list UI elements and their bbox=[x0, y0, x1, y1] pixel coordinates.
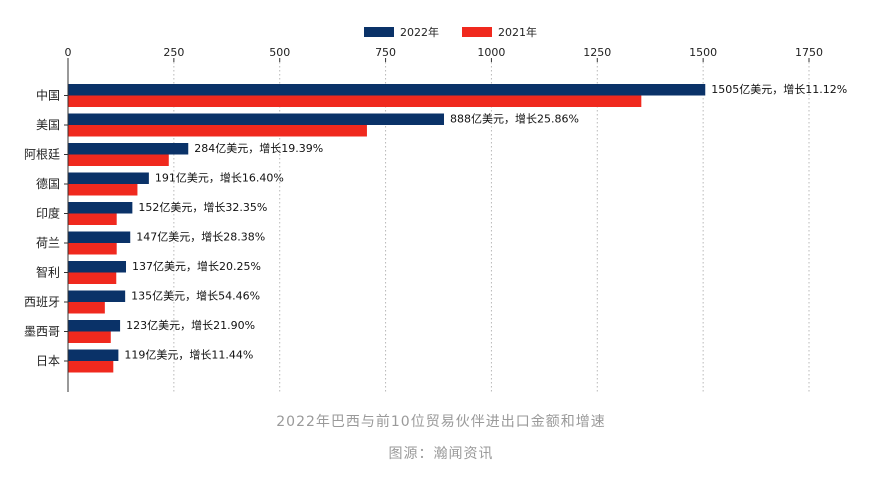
bar-2021 bbox=[68, 243, 117, 255]
bar-2021 bbox=[68, 213, 117, 225]
legend[interactable]: 2022年 2021年 bbox=[364, 25, 537, 39]
chart-caption-source: 图源：瀚闻资讯 bbox=[388, 446, 494, 462]
bar-2022 bbox=[68, 290, 126, 302]
bar-2021 bbox=[68, 184, 138, 196]
x-tick-label: 1750 bbox=[795, 46, 823, 59]
x-tick-label: 1250 bbox=[583, 46, 611, 59]
bar-2022 bbox=[68, 231, 131, 243]
legend-swatch[interactable] bbox=[462, 27, 492, 37]
data-label: 152亿美元，增长32.35% bbox=[138, 200, 267, 214]
legend-swatch[interactable] bbox=[364, 27, 394, 37]
category-label: 阿根廷 bbox=[24, 148, 60, 162]
category-label: 荷兰 bbox=[36, 236, 60, 250]
x-tick-label: 0 bbox=[65, 46, 72, 59]
grid-lines bbox=[173, 62, 810, 392]
bar-2021 bbox=[68, 154, 169, 166]
data-label: 1505亿美元，增长11.12% bbox=[711, 82, 847, 96]
bars bbox=[68, 84, 706, 373]
x-tick-label: 1000 bbox=[477, 46, 505, 59]
bar-2022 bbox=[68, 261, 127, 273]
bar-2021 bbox=[68, 331, 111, 343]
data-label: 284亿美元，增长19.39% bbox=[194, 141, 323, 155]
category-label: 智利 bbox=[36, 265, 60, 280]
category-label: 墨西哥 bbox=[24, 325, 60, 339]
bar-2021 bbox=[68, 302, 105, 314]
x-tick-label: 750 bbox=[375, 46, 396, 59]
bar-2022 bbox=[68, 113, 445, 125]
category-label: 印度 bbox=[36, 206, 60, 221]
axes: 0 250 500 750 1000 1250 1500 1750 中国美国阿根廷德国印度荷兰智… bbox=[24, 46, 823, 392]
data-labels: 1505亿美元，增长11.12% 888亿美元，增长25.86% 284亿美元，增长… bbox=[124, 82, 847, 362]
bar-2021 bbox=[68, 361, 114, 373]
bar-2022 bbox=[68, 84, 706, 96]
bar-2021 bbox=[68, 272, 117, 284]
bar-2022 bbox=[68, 172, 149, 184]
bar-2022 bbox=[68, 320, 121, 332]
x-tick-label: 1500 bbox=[689, 46, 717, 59]
category-label: 日本 bbox=[36, 354, 60, 368]
bar-2022 bbox=[68, 349, 119, 361]
data-label: 888亿美元，增长25.86% bbox=[450, 112, 579, 126]
bar-2022 bbox=[68, 202, 133, 214]
x-tick-label: 250 bbox=[163, 46, 184, 59]
data-label: 137亿美元，增长20.25% bbox=[132, 259, 261, 273]
legend-label[interactable]: 2022年 bbox=[400, 25, 439, 39]
bar-2022 bbox=[68, 143, 189, 155]
data-label: 191亿美元，增长16.40% bbox=[155, 171, 284, 185]
chart-caption-title: 2022年巴西与前10位贸易伙伴进出口金额和增速 bbox=[276, 414, 606, 430]
bar-2021 bbox=[68, 125, 367, 137]
legend-label[interactable]: 2021年 bbox=[498, 25, 537, 39]
category-label: 西班牙 bbox=[24, 295, 60, 309]
data-label: 119亿美元，增长11.44% bbox=[124, 348, 253, 362]
category-label: 德国 bbox=[36, 176, 60, 191]
data-label: 147亿美元，增长28.38% bbox=[136, 230, 265, 244]
data-label: 123亿美元，增长21.90% bbox=[126, 318, 255, 332]
category-label: 美国 bbox=[36, 118, 60, 132]
bar-chart: 0 250 500 750 1000 1250 1500 1750 中国美国阿根廷德国印度荷兰智… bbox=[24, 25, 847, 392]
category-label: 中国 bbox=[36, 88, 60, 103]
bar-2021 bbox=[68, 95, 642, 107]
data-label: 135亿美元，增长54.46% bbox=[131, 289, 260, 303]
x-tick-label: 500 bbox=[269, 46, 290, 59]
